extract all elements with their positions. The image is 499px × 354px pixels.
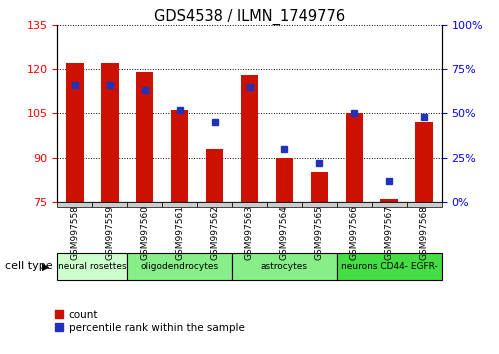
- Text: GDS4538 / ILMN_1749776: GDS4538 / ILMN_1749776: [154, 9, 345, 25]
- Text: neural rosettes: neural rosettes: [58, 262, 127, 271]
- Text: GSM997567: GSM997567: [385, 205, 394, 260]
- Text: GSM997560: GSM997560: [140, 205, 149, 260]
- Bar: [415, 122, 433, 202]
- Text: oligodendrocytes: oligodendrocytes: [141, 262, 219, 271]
- Text: GSM997563: GSM997563: [245, 205, 254, 260]
- Bar: [275, 158, 293, 202]
- Bar: [310, 172, 328, 202]
- Text: GSM997558: GSM997558: [70, 205, 79, 260]
- Text: GSM997565: GSM997565: [315, 205, 324, 260]
- Text: GSM997559: GSM997559: [105, 205, 114, 260]
- Text: GSM997561: GSM997561: [175, 205, 184, 260]
- Bar: [345, 113, 363, 202]
- Text: GSM997564: GSM997564: [280, 205, 289, 260]
- Bar: [171, 110, 189, 202]
- Text: cell type: cell type: [5, 261, 52, 272]
- Bar: [206, 149, 224, 202]
- Bar: [101, 63, 119, 202]
- Legend: count, percentile rank within the sample: count, percentile rank within the sample: [55, 310, 245, 333]
- Text: GSM997562: GSM997562: [210, 205, 219, 260]
- Text: ▶: ▶: [42, 261, 50, 272]
- Text: neurons CD44- EGFR-: neurons CD44- EGFR-: [341, 262, 438, 271]
- Bar: [66, 63, 84, 202]
- Bar: [380, 199, 398, 202]
- Bar: [241, 75, 258, 202]
- Bar: [136, 72, 154, 202]
- Text: GSM997568: GSM997568: [420, 205, 429, 260]
- Text: GSM997566: GSM997566: [350, 205, 359, 260]
- Text: astrocytes: astrocytes: [261, 262, 308, 271]
